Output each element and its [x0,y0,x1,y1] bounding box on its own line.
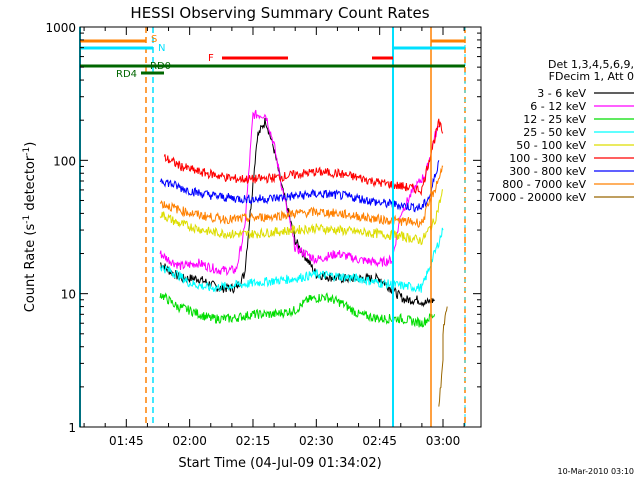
y-axis-label-mid: detector [23,155,38,215]
y-tick-label: 10 [61,288,76,302]
flag-s-label: S [151,34,157,45]
series-line-4 [159,189,444,246]
legend-entry-label: 100 - 300 keV [509,152,586,165]
y-axis-label-sup1: -1 [22,215,32,224]
series-line-3 [159,227,444,293]
x-tick-label: 02:45 [362,434,397,448]
x-tick-label: 03:00 [426,434,461,448]
legend-entry-label: 3 - 6 keV [537,87,586,100]
flag-rd0-label: RD0 [150,61,171,72]
series-line-8 [438,306,448,407]
legend-header-1: Det 1,3,4,5,6,9, [548,58,634,71]
flag-rd4-label: RD4 [116,69,137,80]
chart-title: HESSI Observing Summary Count Rates [130,4,429,22]
legend-header-2: FDecim 1, Att 0 [549,70,634,83]
flag-f-label: F [208,53,214,64]
series-layer [159,109,448,407]
y-tick-label: 100 [53,154,76,168]
legend-entry-label: 800 - 7000 keV [502,178,586,191]
x-tick-label: 01:45 [109,434,144,448]
legend-entry-label: 12 - 25 keV [523,113,586,126]
plot-area [79,26,482,428]
y-tick-label: 1 [68,421,76,435]
legend-entry-label: 50 - 100 keV [516,139,586,152]
legend-entry-label: 300 - 800 keV [509,165,586,178]
flag-n-label: N [158,43,165,54]
series-line-5 [163,118,444,197]
x-tick-label: 02:15 [236,434,271,448]
x-axis-label: Start Time (04-Jul-09 01:34:02) [178,456,381,471]
legend-entry-label: 25 - 50 keV [523,126,586,139]
y-axis-label-sup2: -1 [22,147,32,156]
y-axis-label-main: Count Rate (s [23,224,38,313]
y-axis-label: Count Rate (s-1 detector-1) [22,142,38,313]
y-tick-label: 1000 [45,21,76,35]
series-line-7 [159,165,444,229]
series-line-2 [159,292,436,328]
x-tick-label: 02:00 [172,434,207,448]
axes-layer: 1 10 100 1000 01:45 02:00 02:15 02:30 02:45 03:00 [45,21,481,448]
x-tick-label: 02:30 [299,434,334,448]
legend: Det 1,3,4,5,6,9, FDecim 1, Att 0 3 - 6 k… [488,58,634,204]
legend-entry-label: 6 - 12 keV [530,100,586,113]
legend-entry-label: 7000 - 20000 keV [488,191,586,204]
footer-date: 10-Mar-2010 03:10 [558,467,635,476]
y-axis-label-end: ) [23,142,38,147]
